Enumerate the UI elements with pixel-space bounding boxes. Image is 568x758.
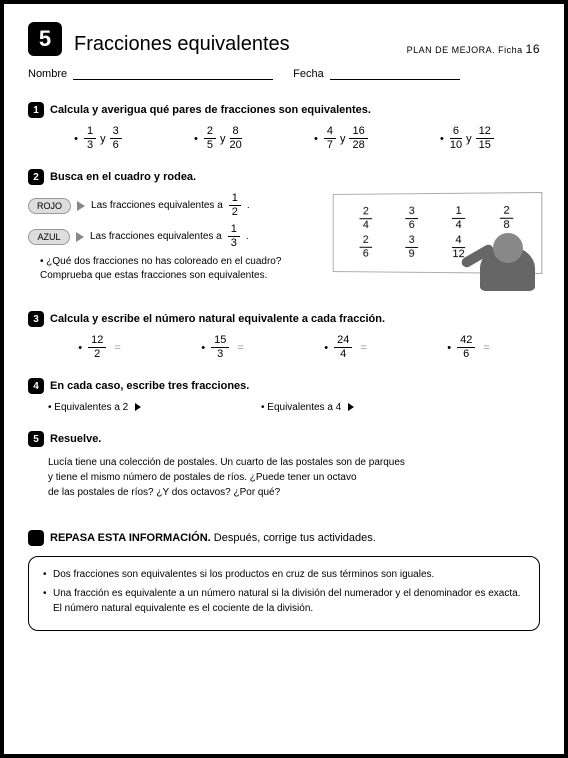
info-box: Dos fracciones son equivalentes si los p… [28, 556, 540, 631]
fraction: 13 [228, 224, 240, 249]
equivalent-to-4: • Equivalentes a 4 [261, 402, 354, 413]
fraction: 24 [360, 206, 372, 231]
fraction-equals: •244= [324, 335, 367, 360]
fraction: 426 [457, 335, 475, 360]
review-title: REPASA ESTA INFORMACIÓN. Después, corrig… [50, 532, 376, 544]
fraction: 36 [110, 126, 122, 151]
fraction: 26 [360, 235, 372, 260]
exercise-number: 3 [28, 311, 44, 327]
fraction: 610 [450, 126, 462, 151]
fraction: 244 [334, 335, 352, 360]
fraction: 36 [406, 206, 418, 231]
exercise-number: 5 [28, 431, 44, 447]
exercise-4: 4 En cada caso, escribe tres fracciones.… [28, 378, 540, 413]
fraction: 12 [229, 193, 241, 218]
exercise-3: 3 Calcula y escribe el número natural eq… [28, 311, 540, 360]
fraction: 39 [406, 235, 418, 260]
rojo-tag: ROJO [28, 198, 71, 214]
exercise-5: 5 Resuelve. Lucía tiene una colección de… [28, 431, 540, 500]
fraction: 1215 [476, 126, 494, 151]
pencil-icon [77, 201, 85, 211]
worksheet-title: Fracciones equivalentes [74, 33, 407, 56]
name-label: Nombre [28, 68, 67, 80]
exercise-2: 2 Busca en el cuadro y rodea. ROJO Las f… [28, 169, 540, 283]
pencil-icon [76, 232, 84, 242]
unit-number-badge: 5 [28, 22, 62, 56]
fraction-equals-row: •122= •153= •244= •426= [28, 335, 540, 360]
fraction: 153 [211, 335, 229, 360]
worksheet-header: 5 Fracciones equivalentes PLAN DE MEJORA… [28, 22, 540, 56]
fraction: 122 [88, 335, 106, 360]
fraction-pairs-row: •13 y 36 •25 y 820 •47 y 1628 •610 y 1215 [28, 126, 540, 151]
exercise-number: 2 [28, 169, 44, 185]
exercise-title: En cada caso, escribe tres fracciones. [50, 378, 249, 392]
exercise-2-grid-area: 24361428263941248 [330, 193, 540, 273]
problem-text: Lucía tiene una colección de postales. U… [28, 455, 540, 500]
fraction-pair: •13 y 36 [74, 126, 122, 151]
exercise-title: Busca en el cuadro y rodea. [50, 169, 196, 183]
instruction-text: Las fracciones equivalentes a [90, 231, 222, 242]
exercise-2-instructions: ROJO Las fracciones equivalentes a 12 . … [28, 193, 318, 283]
fraction-equals: •153= [201, 335, 244, 360]
azul-tag: AZUL [28, 229, 70, 245]
exercise-1: 1 Calcula y averigua qué pares de fracci… [28, 102, 540, 151]
exercise-title: Calcula y averigua qué pares de fraccion… [50, 102, 371, 116]
fraction: 47 [324, 126, 336, 151]
info-point-2: Una fracción es equivalente a un número … [43, 586, 525, 616]
fraction-equals: •426= [447, 335, 490, 360]
date-label: Fecha [293, 68, 324, 80]
fraction-pair: •25 y 820 [194, 126, 242, 151]
date-input-line[interactable] [330, 68, 460, 80]
equivalent-to-2: • Equivalentes a 2 [48, 402, 141, 413]
fraction: 820 [229, 126, 241, 151]
fraction-pair: •47 y 1628 [314, 126, 368, 151]
name-input-line[interactable] [73, 68, 273, 80]
fraction: 13 [84, 126, 96, 151]
exercise-title: Calcula y escribe el número natural equi… [50, 311, 385, 325]
fraction-equals: •122= [78, 335, 121, 360]
fraction-pair: •610 y 1215 [440, 126, 494, 151]
exercise-number: 1 [28, 102, 44, 118]
exercise-title: Resuelve. [50, 431, 101, 445]
plan-prefix: PLAN DE MEJORA. Ficha [407, 45, 523, 55]
instruction-text: Las fracciones equivalentes a [91, 200, 223, 211]
name-field: Nombre [28, 68, 273, 80]
triangle-icon [135, 403, 141, 411]
date-field: Fecha [293, 68, 460, 80]
info-point-1: Dos fracciones son equivalentes si los p… [43, 567, 525, 582]
review-section: REPASA ESTA INFORMACIÓN. Después, corrig… [28, 530, 540, 631]
exercise-number: 4 [28, 378, 44, 394]
fraction: 1628 [349, 126, 367, 151]
name-date-fields: Nombre Fecha [28, 68, 540, 80]
plan-label: PLAN DE MEJORA. Ficha 16 [407, 42, 540, 56]
review-badge [28, 530, 44, 546]
girl-illustration [445, 221, 545, 291]
exercise-2-question: • ¿Qué dos fracciones no has coloreado e… [28, 255, 318, 283]
triangle-icon [348, 403, 354, 411]
fraction: 25 [204, 126, 216, 151]
plan-number: 16 [526, 42, 540, 56]
